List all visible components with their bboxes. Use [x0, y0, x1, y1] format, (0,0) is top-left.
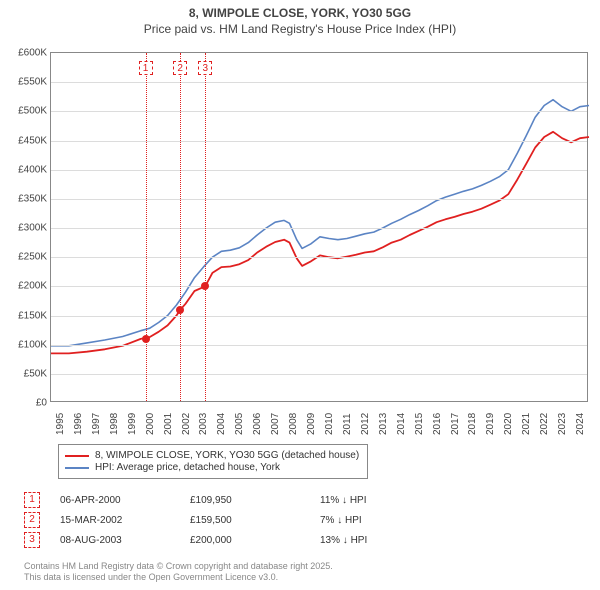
series-price_paid [51, 132, 589, 354]
gridline [51, 345, 587, 346]
y-axis-label: £0 [5, 398, 47, 409]
y-axis-label: £400K [5, 164, 47, 175]
plot-area: £0£50K£100K£150K£200K£250K£300K£350K£400… [50, 52, 588, 402]
y-axis-label: £50K [5, 368, 47, 379]
title-line-2: Price paid vs. HM Land Registry's House … [0, 22, 600, 36]
sale-row: 1 06-APR-2000 £109,950 11% ↓ HPI [24, 492, 544, 508]
legend-swatch [65, 455, 89, 457]
marker-vline [180, 53, 181, 401]
attribution: Contains HM Land Registry data © Crown c… [24, 561, 333, 584]
legend: 8, WIMPOLE CLOSE, YORK, YO30 5GG (detach… [58, 444, 368, 479]
gridline [51, 199, 587, 200]
sales-table: 1 06-APR-2000 £109,950 11% ↓ HPI 2 15-MA… [24, 488, 544, 552]
gridline [51, 374, 587, 375]
y-axis-label: £200K [5, 281, 47, 292]
sale-price: £159,500 [190, 515, 320, 526]
legend-label: HPI: Average price, detached house, York [95, 462, 280, 473]
y-axis-label: £300K [5, 223, 47, 234]
y-axis-label: £500K [5, 106, 47, 117]
marker-dot [201, 282, 209, 290]
sale-price: £109,950 [190, 495, 320, 506]
marker-dot [142, 335, 150, 343]
gridline [51, 82, 587, 83]
legend-label: 8, WIMPOLE CLOSE, YORK, YO30 5GG (detach… [95, 450, 359, 461]
marker-number-box: 1 [139, 61, 153, 75]
y-axis-label: £150K [5, 310, 47, 321]
y-axis-label: £350K [5, 193, 47, 204]
gridline [51, 170, 587, 171]
sale-diff: 13% ↓ HPI [320, 535, 440, 546]
sale-date: 06-APR-2000 [60, 495, 190, 506]
gridline [51, 286, 587, 287]
sale-row: 3 08-AUG-2003 £200,000 13% ↓ HPI [24, 532, 544, 548]
chart-area: £0 £50K £100K £150K £200K £250K £300K £350K £400… [4, 48, 596, 440]
sale-row: 2 15-MAR-2002 £159,500 7% ↓ HPI [24, 512, 544, 528]
sale-marker-box: 3 [24, 532, 40, 548]
marker-vline [146, 53, 147, 401]
marker-dot [176, 306, 184, 314]
sale-diff: 11% ↓ HPI [320, 495, 440, 506]
y-axis-label: £250K [5, 252, 47, 263]
y-axis-label: £600K [5, 48, 47, 59]
legend-item: HPI: Average price, detached house, York [65, 462, 359, 473]
sale-marker-box: 1 [24, 492, 40, 508]
marker-number-box: 3 [198, 61, 212, 75]
legend-swatch [65, 467, 89, 469]
legend-item: 8, WIMPOLE CLOSE, YORK, YO30 5GG (detach… [65, 450, 359, 461]
y-axis-label: £100K [5, 339, 47, 350]
y-axis-label: £550K [5, 77, 47, 88]
chart-titles: 8, WIMPOLE CLOSE, YORK, YO30 5GG Price p… [0, 0, 600, 36]
attribution-line: This data is licensed under the Open Gov… [24, 572, 333, 584]
sale-diff: 7% ↓ HPI [320, 515, 440, 526]
sale-date: 08-AUG-2003 [60, 535, 190, 546]
marker-vline [205, 53, 206, 401]
sale-marker-box: 2 [24, 512, 40, 528]
attribution-line: Contains HM Land Registry data © Crown c… [24, 561, 333, 573]
sale-date: 15-MAR-2002 [60, 515, 190, 526]
series-hpi [51, 100, 589, 346]
gridline [51, 257, 587, 258]
gridline [51, 111, 587, 112]
title-line-1: 8, WIMPOLE CLOSE, YORK, YO30 5GG [0, 6, 600, 20]
marker-number-box: 2 [173, 61, 187, 75]
gridline [51, 316, 587, 317]
sale-price: £200,000 [190, 535, 320, 546]
gridline [51, 141, 587, 142]
gridline [51, 228, 587, 229]
y-axis-label: £450K [5, 135, 47, 146]
